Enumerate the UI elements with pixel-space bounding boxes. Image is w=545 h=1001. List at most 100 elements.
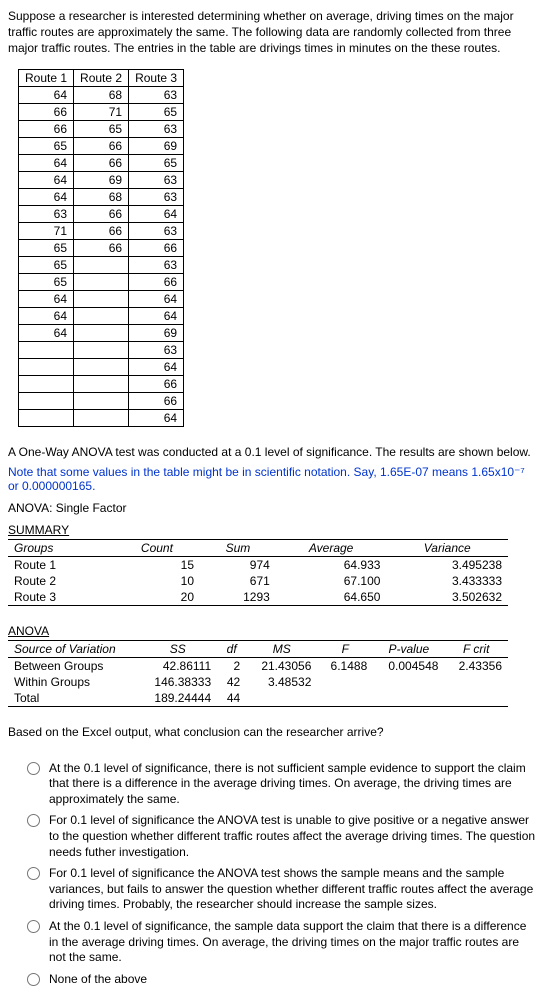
table-cell: 68	[74, 188, 129, 205]
table-cell: 64.650	[276, 589, 387, 606]
table-cell: 64	[19, 290, 74, 307]
table-header: F	[317, 640, 373, 657]
table-cell	[317, 690, 373, 707]
table-header: Average	[276, 539, 387, 556]
radio-button[interactable]	[27, 867, 40, 880]
anova-conducted-text: A One-Way ANOVA test was conducted at a …	[8, 445, 537, 459]
table-cell	[74, 324, 129, 341]
table-cell: 63	[129, 341, 184, 358]
table-row: 6469	[19, 324, 184, 341]
table-header: Count	[114, 539, 200, 556]
table-cell: 64	[19, 307, 74, 324]
table-cell	[74, 256, 129, 273]
table-cell: 69	[74, 171, 129, 188]
table-cell	[74, 341, 129, 358]
table-cell: 69	[129, 324, 184, 341]
table-cell: 671	[200, 573, 276, 589]
option-label: None of the above	[49, 972, 147, 988]
table-header: SS	[138, 640, 217, 657]
table-cell: 1293	[200, 589, 276, 606]
table-cell: 66	[129, 239, 184, 256]
table-row: 66	[19, 392, 184, 409]
table-cell: 69	[129, 137, 184, 154]
table-cell: Between Groups	[8, 657, 138, 674]
anova-single-factor-heading: ANOVA: Single Factor	[8, 501, 537, 515]
table-cell: 64	[129, 409, 184, 426]
table-row: Between Groups42.86111221.430566.14880.0…	[8, 657, 508, 674]
answer-option[interactable]: At the 0.1 level of significance, the sa…	[22, 919, 537, 966]
option-label: For 0.1 level of significance the ANOVA …	[49, 813, 537, 860]
intro-text: Suppose a researcher is interested deter…	[8, 8, 537, 57]
table-cell: 6.1488	[317, 657, 373, 674]
table-cell: Route 2	[8, 573, 114, 589]
table-cell	[373, 674, 444, 690]
table-row: Within Groups146.38333423.48532	[8, 674, 508, 690]
radio-button[interactable]	[27, 814, 40, 827]
table-header: Route 3	[129, 69, 184, 86]
answer-option[interactable]: At the 0.1 level of significance, there …	[22, 761, 537, 808]
answer-options: At the 0.1 level of significance, there …	[22, 761, 537, 988]
table-cell	[19, 341, 74, 358]
table-cell: 64	[19, 154, 74, 171]
table-header: df	[217, 640, 246, 657]
table-row: 646665	[19, 154, 184, 171]
table-cell: Total	[8, 690, 138, 707]
table-cell: 3.48532	[246, 674, 317, 690]
table-cell: 64	[129, 358, 184, 375]
table-cell: 66	[129, 273, 184, 290]
table-cell	[317, 674, 373, 690]
summary-table: GroupsCountSumAverageVariance Route 1159…	[8, 539, 508, 606]
answer-option[interactable]: For 0.1 level of significance the ANOVA …	[22, 866, 537, 913]
table-cell: 63	[129, 120, 184, 137]
table-row: 63	[19, 341, 184, 358]
table-cell: 65	[74, 120, 129, 137]
table-cell: 3.433333	[386, 573, 508, 589]
radio-button[interactable]	[27, 762, 40, 775]
table-cell: 63	[129, 222, 184, 239]
table-cell: 64	[19, 171, 74, 188]
table-row: 646863	[19, 188, 184, 205]
radio-button[interactable]	[27, 920, 40, 933]
table-cell: 63	[129, 86, 184, 103]
table-row: 6563	[19, 256, 184, 273]
table-cell: 66	[129, 375, 184, 392]
table-cell: 66	[74, 137, 129, 154]
table-cell	[74, 307, 129, 324]
table-cell	[74, 273, 129, 290]
table-cell: 63	[129, 188, 184, 205]
scientific-notation-note: Note that some values in the table might…	[8, 465, 537, 493]
table-cell: 65	[129, 154, 184, 171]
table-cell	[373, 690, 444, 707]
table-cell: 66	[74, 239, 129, 256]
table-cell	[444, 674, 508, 690]
table-row: 646963	[19, 171, 184, 188]
table-cell	[74, 358, 129, 375]
table-cell: 64	[19, 188, 74, 205]
table-row: 6464	[19, 290, 184, 307]
table-cell: 974	[200, 556, 276, 573]
answer-option[interactable]: For 0.1 level of significance the ANOVA …	[22, 813, 537, 860]
table-cell: 3.495238	[386, 556, 508, 573]
table-row: 666563	[19, 120, 184, 137]
table-row: 667165	[19, 103, 184, 120]
table-cell	[246, 690, 317, 707]
table-cell: 0.004548	[373, 657, 444, 674]
option-label: For 0.1 level of significance the ANOVA …	[49, 866, 537, 913]
table-cell	[74, 409, 129, 426]
table-cell	[19, 392, 74, 409]
table-header: Route 2	[74, 69, 129, 86]
table-cell: 2	[217, 657, 246, 674]
table-cell: 66	[129, 392, 184, 409]
table-cell: 42.86111	[138, 657, 217, 674]
table-cell	[19, 375, 74, 392]
summary-heading: SUMMARY	[8, 523, 537, 537]
table-cell: 64.933	[276, 556, 387, 573]
table-cell: 64	[129, 307, 184, 324]
table-cell: 189.24444	[138, 690, 217, 707]
answer-option[interactable]: None of the above	[22, 972, 537, 988]
table-cell: Route 1	[8, 556, 114, 573]
table-cell: 64	[129, 205, 184, 222]
radio-button[interactable]	[27, 973, 40, 986]
table-cell: 66	[74, 154, 129, 171]
table-row: 656669	[19, 137, 184, 154]
